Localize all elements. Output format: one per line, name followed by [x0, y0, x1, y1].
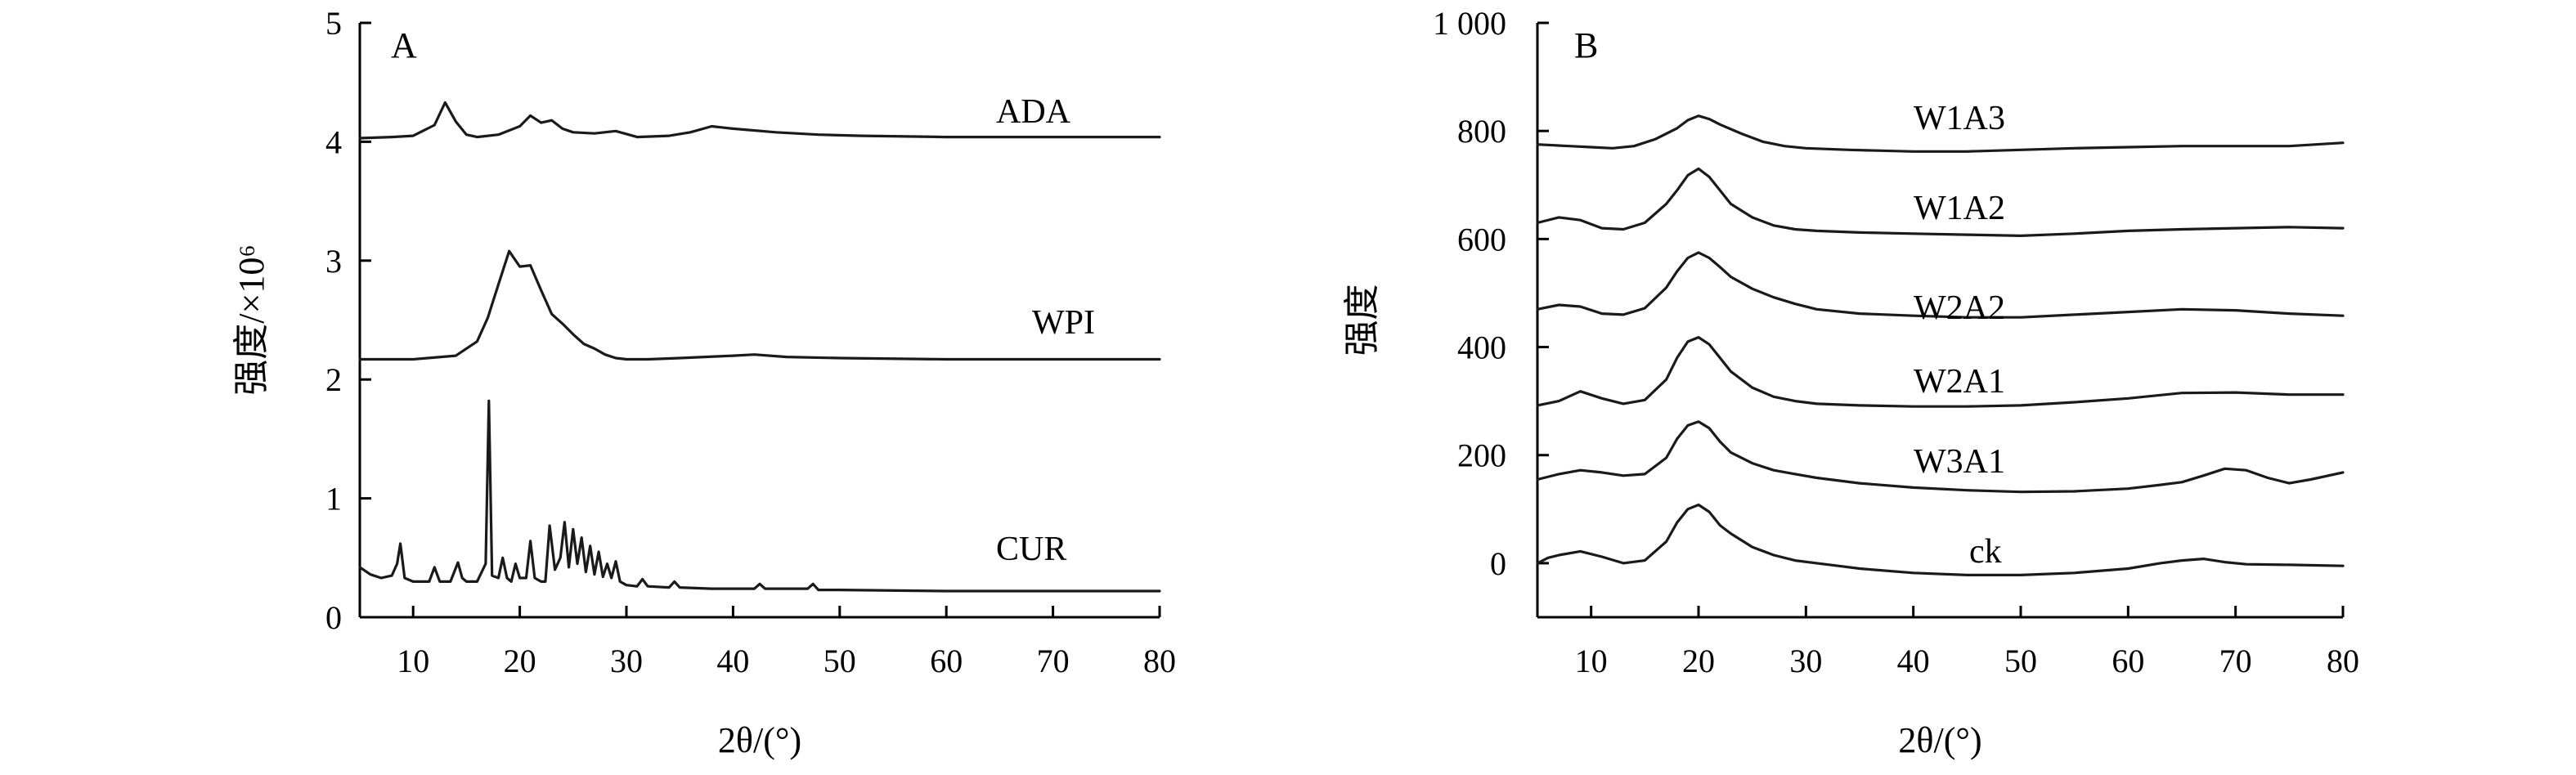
- x-tick-label-a-1: 20: [504, 643, 536, 679]
- series-label-w2a2: W2A2: [1914, 289, 2005, 327]
- series-line-w2a2: [1536, 251, 2345, 319]
- series-line-w1a2: [1536, 167, 2345, 237]
- series-line-cur: [358, 399, 1161, 593]
- panel-a: 10 20 30 40 50 60 70 80 0 1 2 3 4 5 2θ/(°) 强度/×10⁶ A ADA W…: [231, 5, 1176, 760]
- x-tick-label-a-2: 30: [610, 643, 643, 679]
- x-tick-label-a-3: 40: [716, 643, 749, 679]
- y-tick-label-b-0: 0: [1490, 545, 1506, 582]
- y-tick-label-b-5: 1 000: [1433, 5, 1506, 42]
- x-tick-label-a-7: 80: [1143, 643, 1176, 679]
- series-label-w1a2: W1A2: [1914, 190, 2005, 227]
- x-tick-label-b-2: 30: [1789, 643, 1822, 679]
- x-tick-label-b-1: 20: [1682, 643, 1715, 679]
- series-line-w2a1: [1536, 336, 2345, 408]
- y-axis-title-a: 强度/×10⁶: [231, 244, 272, 395]
- x-tick-label-a-4: 50: [824, 643, 856, 679]
- y-axis-title-b: 强度: [1342, 284, 1382, 356]
- x-tick-label-b-5: 60: [2112, 643, 2144, 679]
- y-tick-label-a-1: 1: [325, 481, 342, 517]
- series-line-ck: [1536, 503, 2345, 576]
- y-tick-label-b-2: 400: [1457, 329, 1506, 366]
- x-tick-label-b-6: 70: [2219, 643, 2252, 679]
- series-label-cur: CUR: [996, 531, 1066, 568]
- series-label-ck: ck: [1969, 533, 2002, 571]
- y-tick-label-a-5: 5: [325, 5, 342, 42]
- x-axis-title-b: 2θ/(°): [1898, 720, 1981, 760]
- x-tick-label-a-0: 10: [397, 643, 429, 679]
- series-label-w3a1: W3A1: [1914, 443, 2005, 481]
- series-label-wpi: WPI: [1032, 304, 1095, 342]
- series-label-ada: ADA: [996, 93, 1071, 131]
- y-tick-label-b-3: 600: [1457, 221, 1506, 258]
- y-tick-label-b-1: 200: [1457, 437, 1506, 474]
- y-tick-label-a-2: 2: [325, 361, 342, 398]
- y-tick-label-a-3: 3: [325, 243, 342, 280]
- panel-letter-a: A: [391, 25, 417, 65]
- series-line-wpi: [358, 249, 1161, 361]
- y-tick-label-a-0: 0: [325, 599, 342, 636]
- x-tick-label-b-0: 10: [1575, 643, 1608, 679]
- series-label-w2a1: W2A1: [1914, 363, 2005, 401]
- series-line-w3a1: [1536, 420, 2345, 494]
- x-axis-title-a: 2θ/(°): [718, 720, 801, 760]
- x-tick-label-b-4: 50: [2004, 643, 2037, 679]
- y-tick-label-a-4: 4: [325, 123, 342, 160]
- x-tick-label-b-3: 40: [1897, 643, 1930, 679]
- series-line-w1a3: [1536, 114, 2345, 153]
- series-label-w1a3: W1A3: [1914, 100, 2005, 137]
- y-tick-label-b-4: 800: [1457, 113, 1506, 150]
- x-tick-label-a-6: 70: [1037, 643, 1070, 679]
- series-line-ada: [358, 101, 1161, 140]
- x-tick-label-b-7: 80: [2327, 643, 2359, 679]
- panel-letter-b: B: [1574, 25, 1598, 65]
- x-tick-label-a-5: 60: [930, 643, 963, 679]
